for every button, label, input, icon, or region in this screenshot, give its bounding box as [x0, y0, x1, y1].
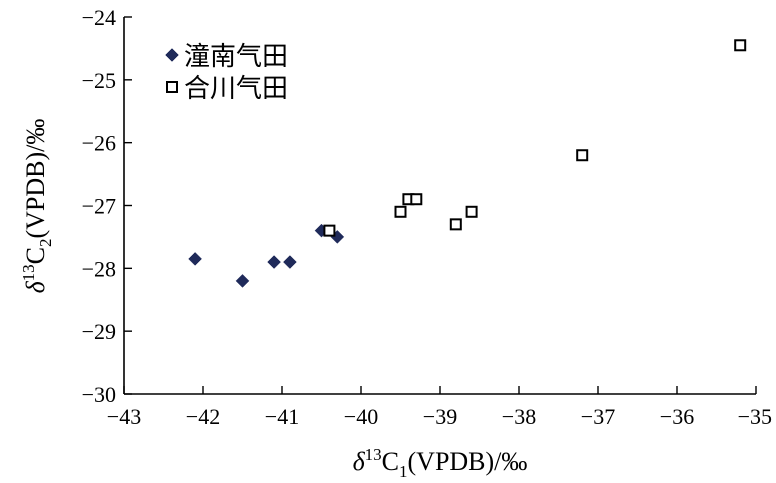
y-tick-label: −24	[82, 5, 116, 30]
x-axis-title-rest: (VPDB)/‰	[408, 447, 528, 476]
square-point	[734, 39, 747, 52]
legend-diamond-marker	[165, 48, 179, 62]
x-tick-label: −43	[107, 404, 141, 429]
x-axis-title-base: C	[382, 447, 399, 476]
x-tick-label: −35	[738, 404, 772, 429]
y-axis-title-delta: δ	[21, 280, 50, 293]
y-axis: −30 −29 −28 −27 −26 −25 −24	[82, 5, 132, 407]
x-axis-title-sup: 13	[365, 445, 382, 464]
x-tick-label: −36	[660, 404, 694, 429]
x-tick-label: −37	[581, 404, 615, 429]
x-tick-label: −38	[502, 404, 536, 429]
y-tick-label: −27	[82, 194, 116, 219]
square-point	[465, 205, 478, 218]
x-axis-title: δ13C1(VPDB)/‰	[353, 445, 528, 481]
diamond-point	[283, 255, 297, 269]
y-tick-label: −26	[82, 131, 116, 156]
square-point	[323, 224, 336, 237]
y-axis-title-sup: 13	[19, 264, 38, 281]
square-point	[410, 193, 423, 206]
x-axis: −43 −42 −41 −40 −39 −38 −37 −36 −35	[107, 386, 772, 429]
square-point	[449, 218, 462, 231]
square-point	[394, 205, 407, 218]
x-tick-label: −40	[344, 404, 378, 429]
legend-label: 合川气田	[184, 74, 288, 104]
x-tick-label: −39	[423, 404, 457, 429]
x-axis-title-delta: δ	[353, 447, 366, 476]
y-tick-label: −28	[82, 256, 116, 281]
x-tick-label: −42	[186, 404, 220, 429]
y-axis-title-rest: (VPDB)/‰	[21, 119, 50, 239]
y-tick-label: −25	[82, 68, 116, 93]
diamond-point	[188, 252, 202, 266]
diamond-point	[235, 274, 250, 288]
y-tick-label: −30	[82, 382, 116, 407]
legend-label: 潼南气田	[184, 42, 288, 72]
y-axis-title-base: C	[21, 247, 50, 264]
x-tick-label: −41	[265, 404, 299, 429]
y-axis-title-sub: 2	[36, 238, 55, 247]
square-point	[576, 149, 589, 162]
x-axis-title-sub: 1	[399, 462, 408, 481]
diamond-point	[267, 255, 281, 269]
legend-square-marker	[166, 81, 178, 93]
y-tick-label: −29	[82, 319, 116, 344]
data-points	[188, 39, 747, 288]
y-axis-title: δ13C2(VPDB)/‰	[19, 119, 55, 294]
